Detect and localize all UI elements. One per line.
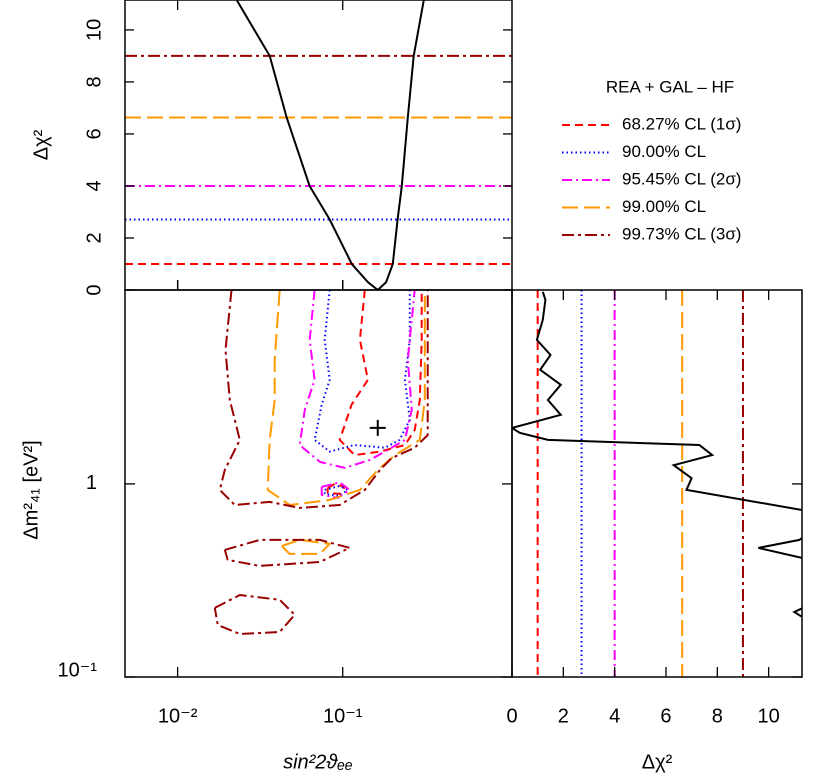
chi2-curve	[235, 0, 425, 290]
x-tick-label: 4	[609, 705, 620, 727]
contour	[213, 594, 296, 635]
x-tick-label: 10	[758, 705, 780, 727]
legend-label: 95.45% CL (2σ)	[622, 169, 741, 188]
legend-label: 68.27% CL (1σ)	[622, 114, 741, 133]
contour	[218, 290, 429, 509]
y-tick-label: 1	[86, 472, 97, 494]
legend-title: REA + GAL – HF	[606, 77, 734, 96]
panel-frame	[511, 289, 803, 678]
contour	[323, 484, 349, 497]
contour	[326, 482, 346, 495]
x-tick-label: 2	[558, 705, 569, 727]
x-tick-label: 6	[660, 705, 671, 727]
contour	[266, 290, 426, 506]
contour	[280, 538, 331, 555]
x-axis-label: sin²2ϑₑₑ	[283, 751, 353, 773]
x-tick-label: 10⁻²	[158, 705, 198, 727]
legend-label: 90.00% CL	[622, 142, 706, 161]
y-tick-label: 10	[83, 19, 105, 41]
legend-label: 99.73% CL (3σ)	[622, 224, 741, 243]
y-tick-label: 6	[83, 128, 105, 139]
y-tick-label: 0	[83, 284, 105, 295]
y-tick-label: 8	[83, 76, 105, 87]
y-tick-label: 4	[83, 180, 105, 191]
y-tick-label: 2	[83, 232, 105, 243]
legend-label: 99.00% CL	[622, 197, 706, 216]
contour	[320, 481, 351, 499]
x-tick-label: 0	[506, 705, 517, 727]
x-tick-label: 8	[712, 705, 723, 727]
contour	[313, 290, 411, 453]
x-tick-label: 10⁻¹	[323, 705, 363, 727]
y-axis-label: Δm²₄₁ [eV²]	[20, 440, 42, 539]
x-axis-label: Δχ²	[642, 751, 673, 773]
best-fit	[369, 419, 386, 436]
chi2-curve	[512, 291, 802, 619]
contour	[338, 290, 423, 457]
y-axis-label: Δχ²	[30, 129, 52, 160]
contour	[298, 290, 416, 469]
y-tick-label: 10⁻¹	[58, 659, 98, 681]
contour	[223, 538, 351, 567]
